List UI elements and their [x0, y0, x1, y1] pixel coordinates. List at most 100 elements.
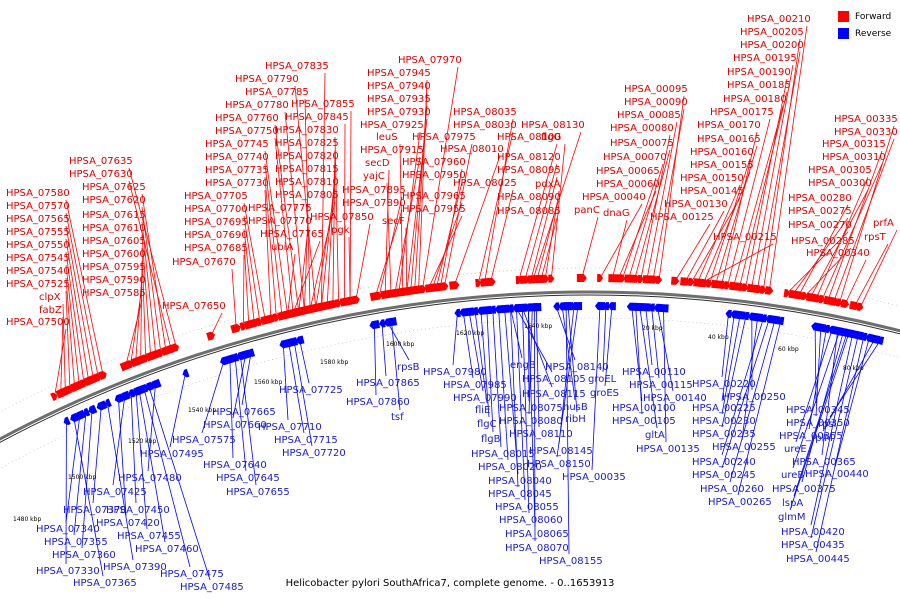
gene-arrow	[104, 398, 112, 408]
legend: Forward Reverse	[838, 8, 891, 42]
forward-gene-label: HPSA_07915	[360, 145, 424, 156]
forward-label-line	[436, 181, 463, 288]
gene-arrow	[317, 302, 325, 312]
forward-gene-label: HPSA_07545	[6, 253, 70, 264]
forward-gene-label: HPSA_07960	[402, 157, 466, 168]
reverse-gene-label: HPSA_07715	[274, 435, 338, 446]
forward-label-line	[751, 64, 794, 289]
forward-gene-label: HPSA_07765	[260, 229, 324, 240]
forward-label-line	[62, 303, 66, 392]
reverse-gene-label: HPSA_08075	[499, 403, 563, 414]
gene-arrow	[541, 274, 550, 283]
gene-arrow	[512, 303, 521, 313]
forward-gene-label: HPSA_00150	[680, 173, 744, 184]
reverse-gene-label: HPSA_07495	[140, 449, 204, 460]
gene-arrow	[856, 302, 864, 311]
forward-gene-label: HPSA_07580	[6, 188, 70, 199]
reverse-gene-label: HPSA_00365	[792, 457, 856, 468]
reverse-label-lines	[65, 306, 881, 581]
reverse-label-line	[663, 308, 667, 443]
forward-gene-label: HPSA_00130	[664, 199, 728, 210]
gene-arrow	[877, 336, 885, 345]
reverse-label-line	[721, 318, 764, 456]
reverse-label-line	[201, 360, 225, 434]
legend-forward-label: Forward	[855, 11, 892, 22]
reverse-gene-label: HPSA_00420	[781, 527, 845, 538]
forward-gene-label: HPSA_07525	[6, 279, 70, 290]
reverse-label-line	[234, 357, 247, 472]
forward-label-line	[440, 168, 463, 287]
forward-gene-label: HPSA_00070	[603, 152, 667, 163]
forward-gene-label: HPSA_07940	[367, 81, 431, 92]
reverse-label-line	[282, 344, 289, 421]
gene-arrow	[499, 304, 510, 314]
reverse-gene-label: HPSA_07330	[36, 566, 100, 577]
gene-arrow	[558, 302, 567, 311]
forward-gene-label: HPSA_07835	[265, 61, 329, 72]
gene-arrow	[50, 392, 58, 402]
gene-arrow	[823, 324, 831, 334]
forward-label-line	[652, 108, 685, 280]
forward-label-line	[418, 79, 428, 290]
forward-label-line	[384, 169, 390, 295]
forward-label-line	[65, 251, 85, 384]
reverse-label-line	[651, 307, 660, 379]
gene-arrow	[716, 280, 727, 290]
reverse-label-line	[741, 317, 759, 441]
forward-gene-label: HPSA_07895	[342, 185, 406, 196]
forward-label-line	[399, 143, 404, 292]
scale-tick-label: 1520 kbp	[128, 438, 156, 445]
forward-gene-label: HPSA_07770	[248, 216, 312, 227]
reverse-gene-label: HPSA_07450	[106, 505, 170, 516]
reverse-label-line	[147, 384, 156, 472]
forward-gene-label: HPSA_07845	[285, 112, 349, 123]
gene-arrow	[653, 303, 662, 313]
forward-label-line	[762, 38, 801, 290]
forward-gene-label: HPSA_00145	[680, 186, 744, 197]
forward-label-line	[611, 219, 628, 279]
scale-tick-label: 1480 kbp	[13, 516, 41, 523]
reverse-label-line	[789, 333, 850, 511]
forward-gene-label: HPSA_07735	[205, 165, 269, 176]
gene-arrow	[481, 305, 493, 315]
forward-gene-label: HPSA_07590	[82, 275, 146, 286]
forward-gene-label: HPSA_07830	[275, 125, 339, 136]
forward-gene-label: HPSA_00155	[690, 160, 754, 171]
gene-arrow	[594, 302, 605, 311]
forward-gene-label: HPSA_07630	[69, 169, 133, 180]
reverse-label-line	[737, 320, 782, 496]
gene-arrow	[853, 330, 864, 341]
reverse-gene-label: HPSA_08060	[499, 515, 563, 526]
forward-gene-label: HPSA_00180	[723, 94, 787, 105]
reverse-label-line	[729, 319, 776, 483]
forward-gene-label: HPSA_07955	[402, 204, 466, 215]
forward-label-line	[355, 223, 371, 300]
reverse-gene-label: HPSA_08070	[505, 543, 569, 554]
forward-gene-label: HPSA_08095	[497, 165, 561, 176]
gene-arrow	[869, 334, 881, 345]
forward-gene-label: HPSA_00285	[791, 236, 855, 247]
forward-gene-label: HPSA_07965	[402, 191, 466, 202]
reverse-gene-label: HPSA_07370	[63, 505, 127, 516]
reverse-label-line	[834, 337, 870, 468]
reverse-label-line	[792, 331, 840, 469]
forward-gene-label: yajC	[363, 171, 385, 182]
gene-arrow	[295, 335, 305, 345]
gene-arrow	[70, 412, 80, 423]
forward-label-line	[745, 78, 788, 288]
reverse-gene-label: HPSA_00260	[700, 484, 764, 495]
forward-gene-label: HPSA_08025	[453, 178, 517, 189]
gene-arrow	[640, 303, 651, 312]
forward-gene-label: HPSA_08035	[453, 107, 517, 118]
forward-label-line	[524, 163, 558, 280]
reverse-gene-label: HPSA_07990	[453, 393, 517, 404]
reverse-label-line	[498, 309, 509, 461]
reverse-gene-label: HPSA_08155	[539, 556, 603, 567]
gene-arrow	[658, 304, 669, 313]
forward-gene-label: HPSA_00125	[650, 212, 714, 223]
reverse-gene-label: HPSA_00225	[692, 403, 756, 414]
reverse-label-line	[535, 307, 540, 428]
reverse-label-line	[293, 341, 313, 447]
